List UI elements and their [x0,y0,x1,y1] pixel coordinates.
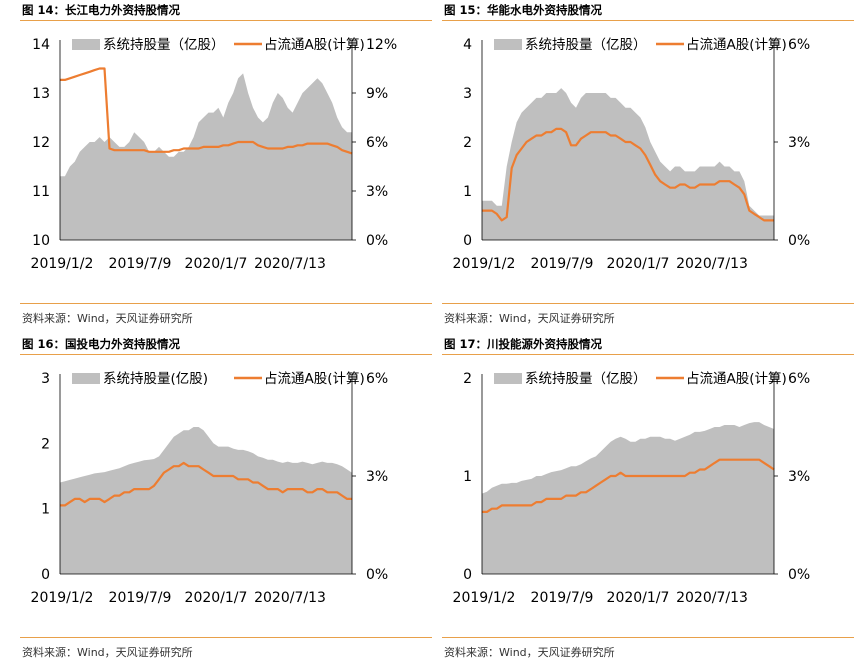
legend-label: 占流通A股(计算) [686,37,787,53]
figure-source: 资料来源：Wind，天风证券研究所 [20,303,432,330]
line-series [482,458,775,513]
chart-plot: 10 11 12 13 14 0% 3% 6% 9% 12% 2019/1/2 2019/7/9 202… [31,37,398,272]
y-left-tick-label: 2 [463,135,472,151]
y-left-tick-label: 13 [32,86,50,102]
x-tick-label: 2020/7/13 [676,256,748,272]
y-right-tick-label: 6% [788,37,810,53]
legend-label: 系统持股量（亿股） [525,37,647,53]
x-tick-label: 2019/7/9 [109,256,172,272]
x-tick-label: 2020/1/7 [607,256,670,272]
x-tick-label: 2020/1/7 [607,590,670,606]
figure-title: 图 14：长江电力外资持股情况 [20,0,432,21]
figure-source: 资料来源：Wind，天风证券研究所 [442,303,854,330]
line-series [60,461,352,507]
area-series [482,422,774,574]
legend-label: 占流通A股(计算) [686,371,787,387]
y-left-tick-label: 0 [463,567,472,583]
legend-label: 占流通A股(计算) [264,371,365,387]
y-right-tick-label: 6% [788,371,810,387]
legend-label: 系统持股量(亿股) [103,371,208,387]
y-right-tick-label: 3% [366,184,388,200]
x-tick-label: 2020/1/7 [185,256,248,272]
chart-panel-2: 图 15：华能水电外资持股情况 0 1 2 3 4 0% 3% 6% 2019/1/2 2019/… [442,0,854,330]
y-left-tick-label: 0 [463,233,472,249]
x-tick-label: 2019/7/9 [531,590,594,606]
legend-swatch-area [494,39,522,50]
y-left-tick-label: 1 [41,502,50,518]
y-left-tick-label: 14 [32,37,50,53]
figure-title: 图 17：川投能源外资持股情况 [442,334,854,355]
x-tick-label: 2020/7/13 [676,590,748,606]
y-left-tick-label: 1 [463,184,472,200]
y-left-tick-label: 11 [32,184,50,200]
y-right-tick-label: 3% [788,469,810,485]
y-left-tick-label: 2 [41,436,50,452]
area-series [60,427,352,574]
y-right-tick-label: 3% [366,469,388,485]
x-tick-label: 2020/1/7 [185,590,248,606]
x-tick-label: 2020/7/13 [254,590,326,606]
y-left-tick-label: 1 [463,469,472,485]
area-series [482,88,774,240]
figure-source: 资料来源：Wind，天风证券研究所 [20,637,432,664]
x-tick-label: 2019/1/2 [453,256,516,272]
y-right-tick-label: 3% [788,135,810,151]
y-right-tick-label: 0% [788,567,810,583]
figure-title: 图 15：华能水电外资持股情况 [442,0,854,21]
figure-source: 资料来源：Wind，天风证券研究所 [442,637,854,664]
y-left-tick-label: 4 [463,37,472,53]
y-left-tick-label: 2 [463,371,472,387]
y-left-tick-label: 3 [41,371,50,387]
legend-label: 占流通A股(计算) [264,37,365,53]
y-right-tick-label: 0% [788,233,810,249]
x-tick-label: 2019/1/2 [31,590,94,606]
line-series [482,127,774,222]
area-series [60,73,352,241]
x-tick-label: 2020/7/13 [254,256,326,272]
y-left-tick-label: 3 [463,86,472,102]
y-left-tick-label: 10 [32,233,50,249]
x-tick-label: 2019/7/9 [109,590,172,606]
chart-panel-1: 图 14：长江电力外资持股情况 10 11 12 13 14 0% 3% 6% 9% 12% 201… [20,0,432,330]
chart-plot: 0 1 2 3 4 0% 3% 6% 2019/1/2 2019/7/9 2020/1/7 2020/… [453,37,811,272]
legend-swatch-area [72,39,100,50]
chart-panel-4: 图 17：川投能源外资持股情况 0 1 2 0% 3% 6% 2019/1/2 2019/7/… [442,334,854,664]
y-right-tick-label: 6% [366,135,388,151]
legend-swatch-area [72,373,100,384]
y-right-tick-label: 12% [366,37,397,53]
legend-label: 系统持股量（亿股） [103,37,225,53]
y-right-tick-label: 6% [366,371,388,387]
y-left-tick-label: 0 [41,567,50,583]
x-tick-label: 2019/7/9 [531,256,594,272]
line-series [60,67,353,155]
y-left-tick-label: 12 [32,135,50,151]
y-right-tick-label: 0% [366,567,388,583]
y-right-tick-label: 9% [366,86,388,102]
legend-swatch-area [494,373,522,384]
chart-plot: 0 1 2 0% 3% 6% 2019/1/2 2019/7/9 2020/1/7 2020/7/… [453,371,811,606]
chart-plot: 0 1 2 3 0% 3% 6% 2019/1/2 2019/7/9 2020/1/7 2020/7… [31,371,389,606]
x-tick-label: 2019/1/2 [453,590,516,606]
x-tick-label: 2019/1/2 [31,256,94,272]
y-right-tick-label: 0% [366,233,388,249]
figure-title: 图 16：国投电力外资持股情况 [20,334,432,355]
chart-panel-3: 图 16：国投电力外资持股情况 0 1 2 3 0% 3% 6% 2019/1/2 2019/7… [20,334,432,664]
legend-label: 系统持股量（亿股） [525,371,647,387]
